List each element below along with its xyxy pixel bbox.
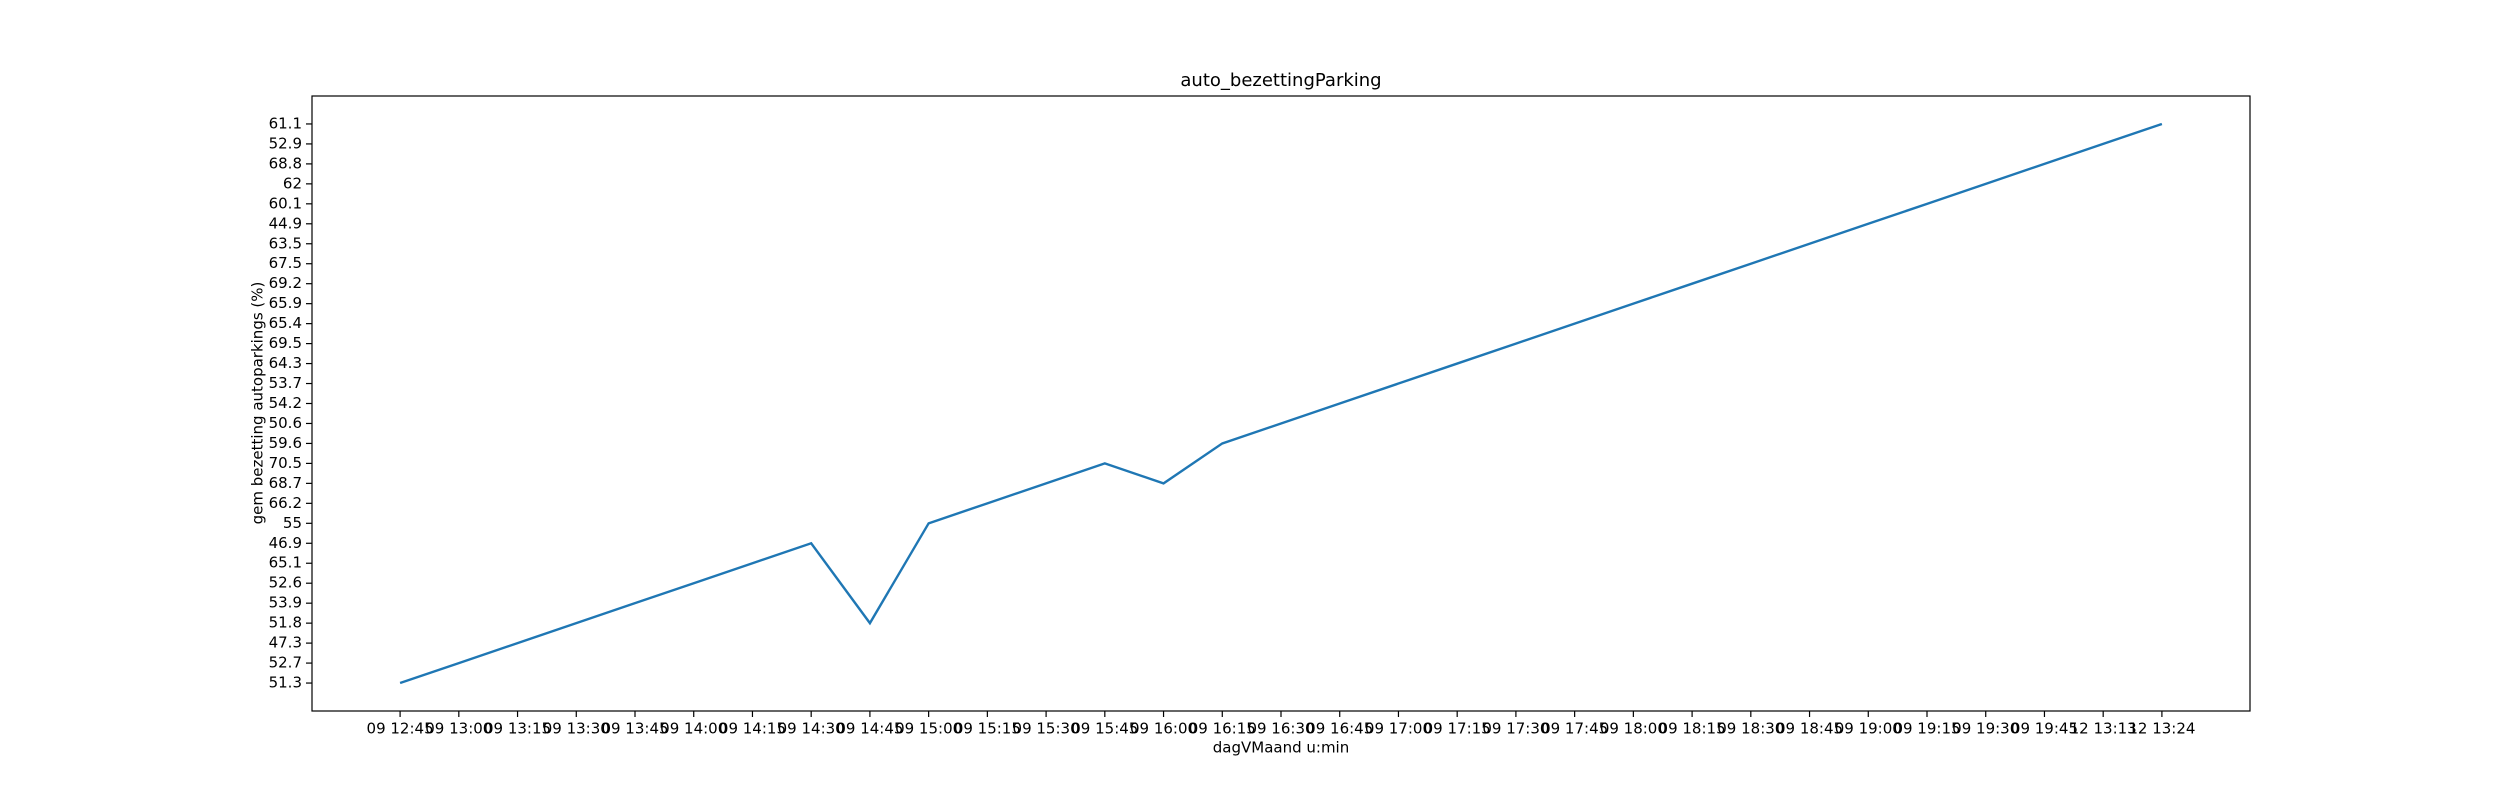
y-axis-label: gem bezetting autoparkings (%) — [249, 282, 267, 525]
y-tick-label: 60.1 — [269, 194, 302, 212]
y-tick-label: 53.7 — [269, 374, 302, 392]
x-tick-label: 09 17:45 — [1541, 720, 1608, 738]
x-axis-label: dagVMaand u:min — [1213, 739, 1349, 757]
y-tick-label: 53.9 — [269, 594, 302, 612]
x-tick-label: 09 19:00 — [1835, 720, 1902, 738]
y-tick-label: 51.8 — [269, 614, 302, 632]
x-tick-label: 09 18:45 — [1776, 720, 1843, 738]
x-tick-label: 09 14:15 — [719, 720, 786, 738]
y-tick-label: 55 — [283, 514, 302, 532]
x-tick-label: 09 17:00 — [1365, 720, 1432, 738]
x-tick-label: 09 18:30 — [1717, 720, 1784, 738]
y-tick-label: 68.7 — [269, 474, 302, 492]
x-tick-label: 09 15:30 — [1013, 720, 1080, 738]
y-tick-label: 59.6 — [269, 434, 302, 452]
x-tick-label: 09 13:45 — [601, 720, 668, 738]
y-tick-label: 65.4 — [269, 314, 302, 332]
y-tick-label: 52.6 — [269, 574, 302, 592]
y-tick-label: 54.2 — [269, 394, 302, 412]
chart-title: auto_bezettingParking — [1180, 70, 1381, 91]
y-tick-label: 52.9 — [269, 134, 302, 152]
x-tick-label: 09 13:00 — [425, 720, 492, 738]
y-tick-label: 65.9 — [269, 294, 302, 312]
x-tick-label: 09 15:45 — [1071, 720, 1138, 738]
y-tick-label: 66.2 — [269, 494, 302, 512]
plot-frame — [311, 95, 2251, 712]
x-tick-label: 09 16:15 — [1189, 720, 1256, 738]
x-tick-label: 09 19:45 — [2011, 720, 2078, 738]
y-tick-label: 67.5 — [269, 254, 302, 272]
data-line — [399, 122, 2163, 685]
x-tick-label: 09 14:00 — [660, 720, 727, 738]
y-tick-label: 64.3 — [269, 354, 302, 372]
x-tick-label: 12 13:24 — [2128, 720, 2195, 738]
y-tick-label: 69.5 — [269, 334, 302, 352]
y-tick-label: 70.5 — [269, 454, 302, 472]
x-tick-label: 09 19:15 — [1893, 720, 1960, 738]
y-tick-label: 69.2 — [269, 274, 302, 292]
x-tick-label: 09 12:45 — [367, 720, 434, 738]
x-tick-label: 09 19:30 — [1952, 720, 2019, 738]
x-tick-label: 09 14:30 — [778, 720, 845, 738]
x-tick-label: 09 14:45 — [836, 720, 903, 738]
x-tick-label: 09 13:15 — [484, 720, 551, 738]
y-tick-label: 52.7 — [269, 654, 302, 672]
y-tick-label: 50.6 — [269, 414, 302, 432]
y-tick-label: 63.5 — [269, 234, 302, 252]
x-tick-label: 09 15:00 — [895, 720, 962, 738]
x-tick-label: 09 13:30 — [543, 720, 610, 738]
y-tick-label: 68.8 — [269, 154, 302, 172]
y-tick-label: 47.3 — [269, 634, 302, 652]
x-tick-label: 09 16:45 — [1306, 720, 1373, 738]
x-tick-label: 09 18:15 — [1659, 720, 1726, 738]
y-tick-label: 61.1 — [269, 114, 302, 132]
y-tick-label: 44.9 — [269, 214, 302, 232]
x-tick-label: 09 15:15 — [954, 720, 1021, 738]
x-tick-label: 09 17:15 — [1424, 720, 1491, 738]
x-tick-label: 09 16:00 — [1130, 720, 1197, 738]
x-tick-label: 09 16:30 — [1247, 720, 1314, 738]
y-tick-label: 51.3 — [269, 674, 302, 692]
x-tick-label: 09 18:00 — [1600, 720, 1667, 738]
x-tick-label: 09 17:30 — [1482, 720, 1549, 738]
y-tick-label: 62 — [283, 174, 302, 192]
x-tick-label: 12 13:13 — [2070, 720, 2137, 738]
y-tick-label: 65.1 — [269, 554, 302, 572]
y-tick-label: 46.9 — [269, 534, 302, 552]
